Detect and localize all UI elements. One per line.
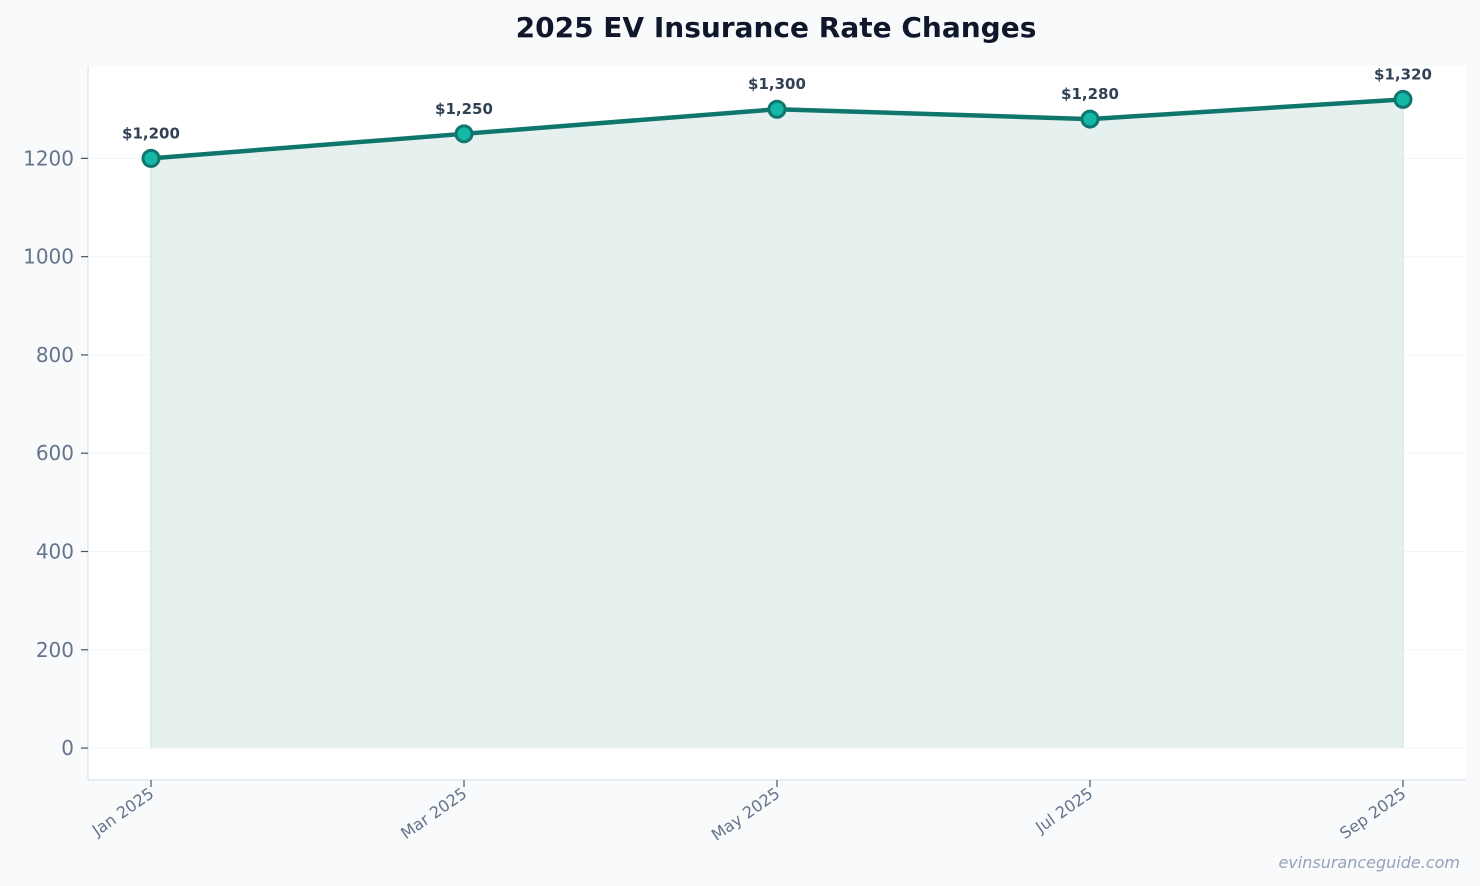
y-tick-label-4: 800 (36, 343, 74, 367)
data-label-1: $1,250 (435, 100, 493, 118)
data-point-may-2025 (767, 99, 787, 119)
data-point-sep-2025 (1393, 89, 1413, 109)
area-fill (151, 99, 1403, 749)
data-points (141, 89, 1413, 168)
y-tick-label-6: 1200 (23, 146, 74, 170)
x-tick-label-0: Jan 2025 (88, 784, 157, 841)
data-point-jul-2025 (1080, 109, 1100, 129)
data-label-4: $1,320 (1374, 65, 1432, 83)
x-tick-label-4: Sep 2025 (1336, 784, 1409, 843)
y-tick-label-2: 400 (36, 540, 74, 564)
x-tick-label-2: May 2025 (708, 784, 784, 845)
y-tick-label-0: 0 (61, 736, 74, 760)
data-label-0: $1,200 (122, 124, 180, 142)
x-axis-ticks: Jan 2025 Mar 2025 May 2025 Jul 2025 Sep 2025 (88, 780, 1409, 845)
x-tick-label-3: Jul 2025 (1031, 784, 1096, 837)
y-axis-ticks: 0 200 400 600 800 1000 1200 (23, 146, 88, 760)
y-tick-label-5: 1000 (23, 245, 74, 269)
y-tick-label-3: 600 (36, 441, 74, 465)
data-label-3: $1,280 (1061, 85, 1119, 103)
x-tick-label-1: Mar 2025 (397, 784, 470, 843)
data-label-2: $1,300 (748, 75, 806, 93)
chart-title: 2025 EV Insurance Rate Changes (516, 11, 1037, 44)
data-point-mar-2025 (454, 124, 474, 144)
data-point-jan-2025 (141, 148, 161, 168)
data-labels: $1,200 $1,250 $1,300 $1,280 $1,320 (122, 65, 1432, 142)
y-tick-label-1: 200 (36, 638, 74, 662)
watermark: evinsuranceguide.com (1278, 853, 1460, 872)
